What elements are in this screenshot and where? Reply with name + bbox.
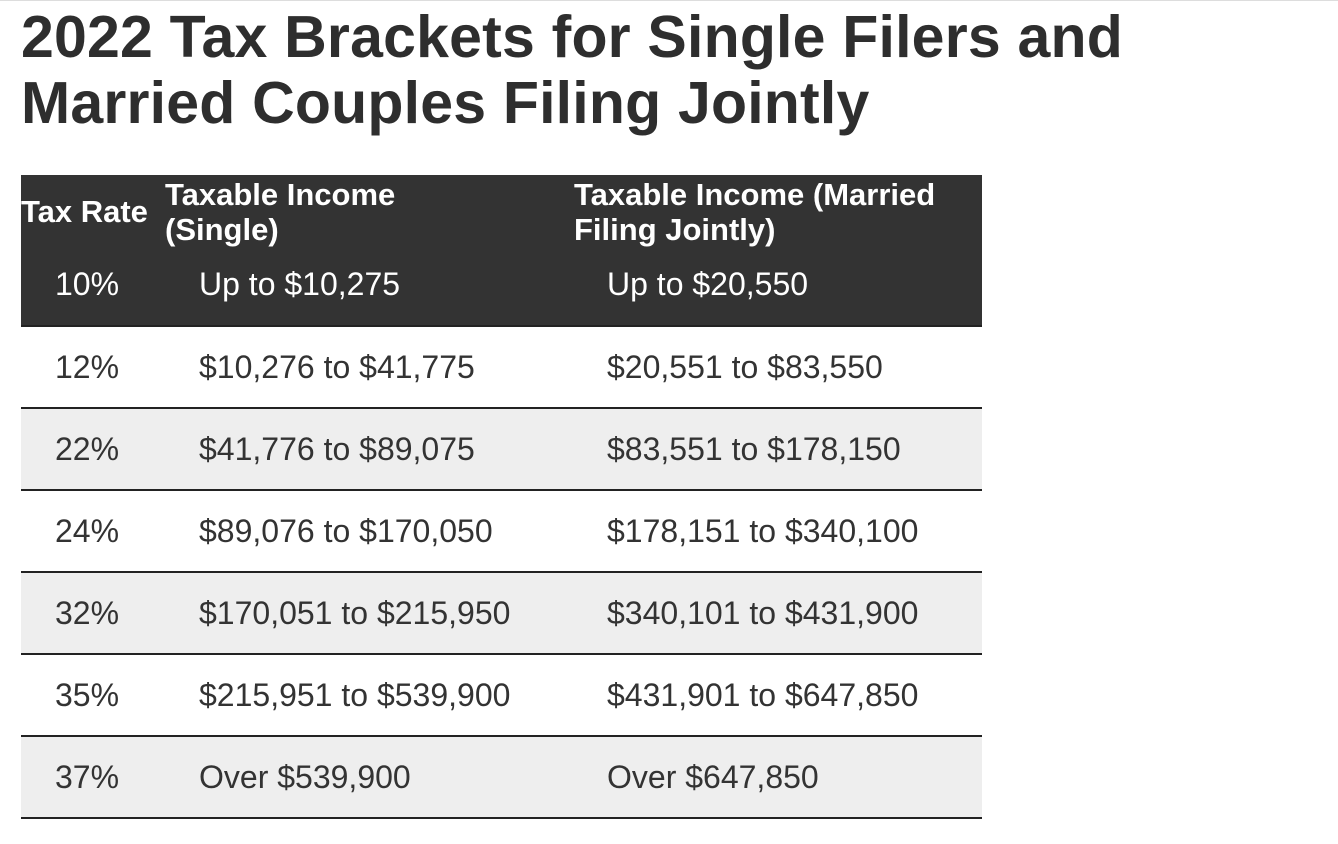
rate-cell: 10% (55, 266, 120, 302)
rate-cell: 22% (55, 431, 120, 467)
table-row: 32% $170,051 to $215,950 $340,101 to $431,… (21, 571, 982, 653)
table-row: 37% Over $539,900 Over $647,850 (21, 735, 982, 819)
rate-cell: 32% (55, 595, 120, 631)
single-cell: $170,051 to $215,950 (199, 595, 511, 631)
tax-brackets-table: Tax Rate Taxable Income (Single) Taxable… (21, 175, 982, 819)
single-cell: $215,951 to $539,900 (199, 677, 511, 713)
rate-cell: 35% (55, 677, 120, 713)
married-cell: $83,551 to $178,150 (607, 431, 901, 467)
married-cell: $431,901 to $647,850 (607, 677, 919, 713)
top-divider (0, 0, 1338, 1)
table-row: 35% $215,951 to $539,900 $431,901 to $647,… (21, 653, 982, 735)
single-cell: $41,776 to $89,075 (199, 431, 475, 467)
rate-cell: 24% (55, 513, 120, 549)
single-cell: $10,276 to $41,775 (199, 349, 475, 385)
table-row: 24% $89,076 to $170,050 $178,151 to $340,1… (21, 489, 982, 571)
header-single: Taxable Income (Single) (165, 177, 396, 247)
rate-cell: 12% (55, 349, 120, 385)
single-cell: Up to $10,275 (199, 266, 401, 302)
header-tax-rate: Tax Rate (21, 194, 148, 229)
married-cell: Over $647,850 (607, 759, 819, 795)
married-cell: $178,151 to $340,100 (607, 513, 919, 549)
rate-cell: 37% (55, 759, 120, 795)
married-cell: Up to $20,550 (607, 266, 809, 302)
married-cell: $20,551 to $83,550 (607, 349, 883, 385)
single-cell: Over $539,900 (199, 759, 411, 795)
header-married: Taxable Income (Married Filing Jointly) (574, 177, 936, 247)
single-cell: $89,076 to $170,050 (199, 513, 493, 549)
married-cell: $340,101 to $431,900 (607, 595, 919, 631)
table-row: 12% $10,276 to $41,775 $20,551 to $83,550 (21, 325, 982, 407)
table-header: Tax Rate Taxable Income (Single) Taxable… (21, 175, 982, 325)
table-row: 22% $41,776 to $89,075 $83,551 to $178,150 (21, 407, 982, 489)
page-title: 2022 Tax Brackets for Single Filers and … (21, 4, 1123, 136)
